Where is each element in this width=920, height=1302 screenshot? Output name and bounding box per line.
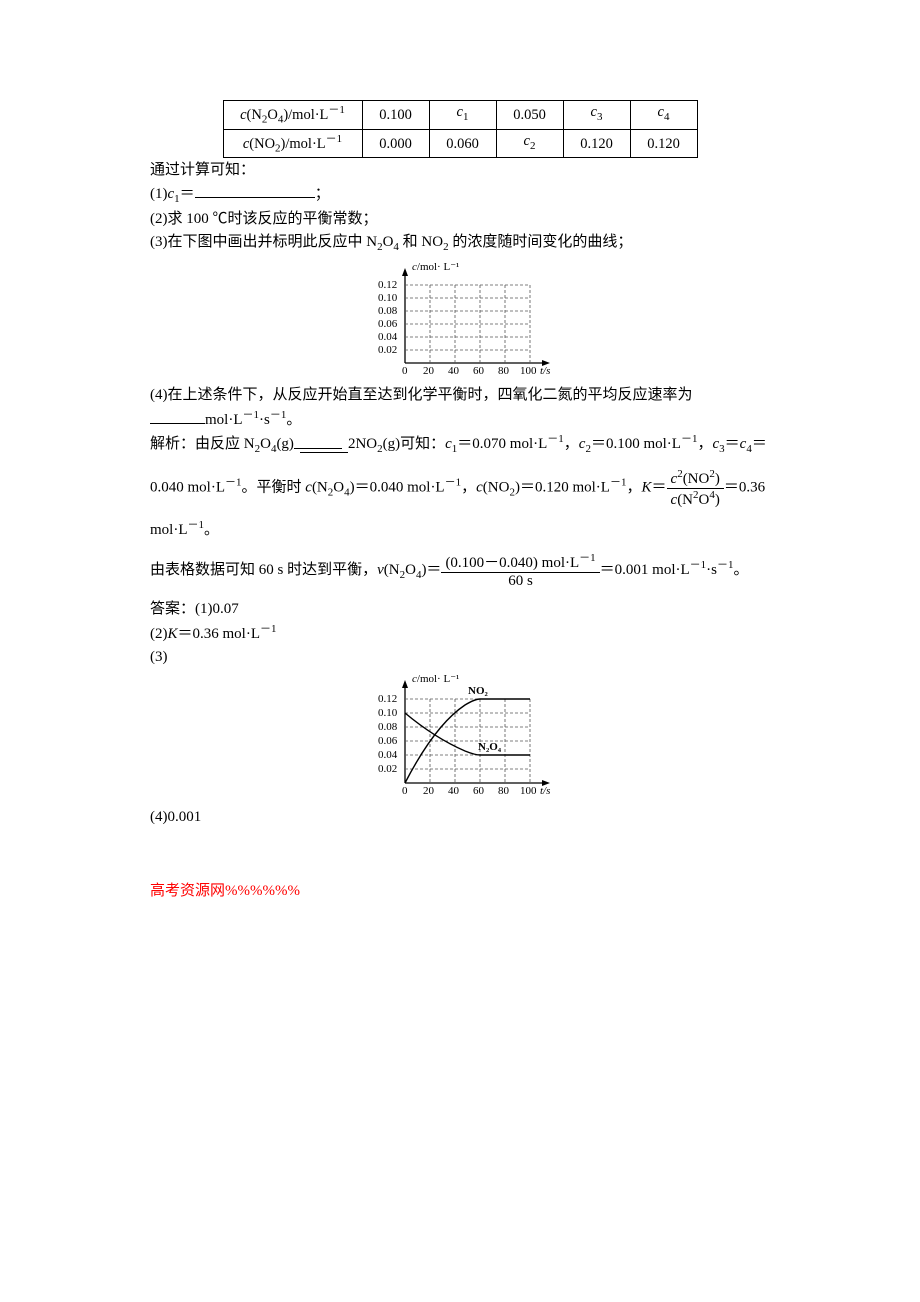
question-1: (1)c1＝； — [150, 183, 770, 208]
cell: 0.100 — [362, 101, 429, 130]
question-4a: (4)在上述条件下，从反应开始直至达到化学平衡时，四氧化二氮的平均反应速率为 — [150, 385, 770, 407]
row-header: c(NO2)/mol·L－1 — [223, 129, 362, 158]
answer-1: 答案：(1)0.07 — [150, 599, 770, 621]
question-2: (2)求 100 ℃时该反应的平衡常数； — [150, 209, 770, 231]
ytick: 0.04 — [378, 331, 398, 343]
ytick: 0.06 — [378, 735, 398, 747]
series-label-n2o4: N₂O₄ — [478, 741, 502, 753]
cell: 0.060 — [429, 129, 496, 158]
blank-field — [150, 409, 205, 424]
ytick: 0.10 — [378, 292, 398, 304]
cell: c1 — [429, 101, 496, 130]
answer-2: (2)K＝0.36 mol·L－1 — [150, 622, 770, 646]
ytick: 0.02 — [378, 763, 397, 775]
xtick: 80 — [498, 365, 510, 377]
answer-4: (4)0.001 — [150, 807, 770, 829]
question-3: (3)在下图中画出并标明此反应中 N2O4 和 NO2 的浓度随时间变化的曲线； — [150, 232, 770, 256]
cell: c3 — [563, 101, 630, 130]
solution-line-2: 0.040 mol·L－1。平衡时 c(N2O4)＝0.040 mol·L－1，… — [150, 468, 770, 508]
ytick: 0.08 — [378, 721, 398, 733]
blank-field — [195, 183, 315, 198]
xtick: 100 — [520, 365, 537, 377]
cell: c2 — [496, 129, 563, 158]
empty-grid-chart: c/mol· L⁻¹ 0.12 0.10 0.08 0.06 0.04 0.02 — [150, 258, 770, 383]
ytick: 0.10 — [378, 707, 398, 719]
table-row: c(NO2)/mol·L－1 0.000 0.060 c2 0.120 0.12… — [223, 129, 697, 158]
ytick: 0.12 — [378, 693, 397, 705]
x-axis-label: t/s — [540, 785, 550, 797]
ytick: 0.06 — [378, 318, 398, 330]
question-4b: mol·L－1·s－1。 — [150, 408, 770, 432]
cell: c4 — [630, 101, 697, 130]
solution-line-3: mol·L－1。 — [150, 518, 770, 542]
cell: 0.120 — [563, 129, 630, 158]
curve-chart: c/mol· L⁻¹ 0.12 0.10 0.08 0.06 0.04 0.02… — [150, 670, 770, 805]
ytick: 0.12 — [378, 279, 397, 291]
x-axis-label: t/s — [540, 365, 550, 377]
footer-text: 高考资源网%%%%%% — [150, 881, 770, 903]
xtick: 20 — [423, 365, 435, 377]
answer-3: (3) — [150, 647, 770, 669]
ytick: 0.04 — [378, 749, 398, 761]
xtick: 60 — [473, 785, 485, 797]
cell: 0.120 — [630, 129, 697, 158]
fraction-k: c2(NO2)c(N2O4) — [667, 468, 724, 508]
series-label-no2: NO₂ — [468, 685, 489, 697]
xtick: 20 — [423, 785, 435, 797]
cell: 0.050 — [496, 101, 563, 130]
solution-line-4: 由表格数据可知 60 s 时达到平衡，v(N2O4)＝(0.100－0.040)… — [150, 552, 770, 589]
xtick: 0 — [402, 365, 408, 377]
xtick: 60 — [473, 365, 485, 377]
row-header: c(N2O4)/mol·L－1 — [223, 101, 362, 130]
xtick: 100 — [520, 785, 537, 797]
concentration-table: c(N2O4)/mol·L－1 0.100 c1 0.050 c3 c4 c(N… — [223, 100, 698, 158]
xtick: 80 — [498, 785, 510, 797]
xtick: 40 — [448, 785, 460, 797]
n2o4-curve — [405, 713, 530, 755]
fraction-rate: (0.100－0.040) mol·L－160 s — [441, 552, 599, 589]
ytick: 0.08 — [378, 305, 398, 317]
y-axis-label: c/mol· L⁻¹ — [412, 261, 459, 273]
solution-line-1: 解析：由反应 N2O4(g)2NO2(g)可知：c1＝0.070 mol·L－1… — [150, 432, 770, 458]
xtick: 40 — [448, 365, 460, 377]
ytick: 0.02 — [378, 344, 397, 356]
intro-text: 通过计算可知： — [150, 160, 770, 182]
cell: 0.000 — [362, 129, 429, 158]
table-row: c(N2O4)/mol·L－1 0.100 c1 0.050 c3 c4 — [223, 101, 697, 130]
xtick: 0 — [402, 785, 408, 797]
y-axis-label: c/mol· L⁻¹ — [412, 673, 459, 685]
